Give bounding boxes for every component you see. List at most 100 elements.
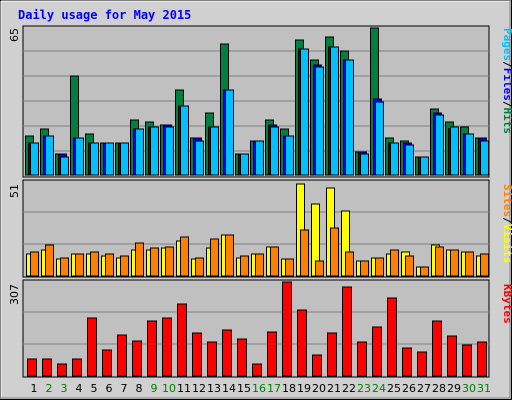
bar-pages: [300, 48, 309, 176]
bar-sites: [45, 244, 54, 277]
bar-sites: [480, 253, 489, 277]
bar-pages: [255, 140, 264, 176]
bar-kbytes: [117, 334, 127, 377]
x-tick-label: 13: [207, 382, 221, 395]
bar-kbytes: [252, 363, 262, 377]
bar-pages: [90, 142, 99, 176]
x-tick-label: 20: [312, 382, 326, 395]
legend-entry: Pages: [501, 28, 512, 61]
bar-pages: [420, 156, 429, 176]
bar-sites: [285, 258, 294, 277]
bar-kbytes: [87, 317, 97, 377]
x-tick-label: 27: [417, 382, 431, 395]
ymax-label: 51: [8, 184, 21, 198]
bar-kbytes: [447, 335, 457, 377]
bar-pages: [360, 153, 369, 176]
x-tick-label: 12: [192, 382, 206, 395]
bar-kbytes: [57, 363, 67, 377]
x-tick-label: 2: [46, 382, 53, 395]
bar-kbytes: [267, 331, 277, 377]
bar-kbytes: [72, 358, 82, 377]
x-tick-label: 21: [327, 382, 341, 395]
bar-pages: [60, 156, 69, 176]
bar-kbytes: [102, 349, 112, 377]
x-tick-label: 8: [136, 382, 143, 395]
legend-entry: Files: [501, 68, 512, 101]
bar-kbytes: [207, 341, 217, 377]
bar-pages: [135, 128, 144, 176]
bar-sites: [450, 249, 459, 277]
x-tick-label: 23: [357, 382, 371, 395]
bar-sites: [375, 257, 384, 277]
bar-sites: [390, 249, 399, 277]
x-tick-label: 28: [432, 382, 446, 395]
panel-legend: KBytes: [501, 284, 512, 324]
bar-sites: [315, 260, 324, 277]
bar-sites: [90, 251, 99, 277]
bar-pages: [210, 126, 219, 176]
bar-pages: [285, 135, 294, 176]
bar-sites: [345, 251, 354, 277]
panel-legend: Sites/Visits: [501, 184, 512, 264]
bar-pages: [315, 66, 324, 176]
x-tick-label: 30: [462, 382, 476, 395]
bars-layer: [25, 27, 489, 377]
bar-pages: [180, 105, 189, 176]
bar-kbytes: [132, 340, 142, 377]
bar-sites: [420, 266, 429, 277]
bar-kbytes: [177, 303, 187, 377]
x-tick-label: 9: [151, 382, 158, 395]
bar-pages: [150, 126, 159, 176]
x-tick-label: 31: [477, 382, 491, 395]
labels-layer: 6551307Pages/Files/HitsSites/VisitsKByte…: [8, 28, 512, 395]
bar-pages: [465, 133, 474, 176]
bar-sites: [150, 247, 159, 277]
bar-pages: [195, 140, 204, 176]
chart-title: Daily usage for May 2015: [18, 8, 191, 22]
x-tick-label: 24: [372, 382, 386, 395]
bar-kbytes: [372, 326, 382, 377]
x-tick-label: 6: [106, 382, 113, 395]
x-tick-label: 19: [297, 382, 311, 395]
bar-sites: [240, 255, 249, 277]
bar-sites: [105, 253, 114, 277]
bar-sites: [120, 255, 129, 277]
bar-sites: [330, 227, 339, 277]
bar-pages: [405, 144, 414, 176]
legend-entry: /: [501, 61, 512, 68]
legend-entry: Sites: [501, 184, 512, 217]
legend-entry: KBytes: [501, 284, 512, 324]
panel-legend: Pages/Files/Hits: [501, 28, 512, 134]
bar-sites: [60, 257, 69, 277]
bar-kbytes: [402, 347, 412, 377]
bar-sites: [225, 234, 234, 277]
bar-pages: [165, 126, 174, 176]
legend-entry: /: [501, 217, 512, 224]
bar-kbytes: [42, 358, 52, 377]
legend-entry: Hits: [501, 108, 512, 135]
bar-pages: [45, 135, 54, 176]
bar-kbytes: [462, 344, 472, 377]
x-tick-label: 29: [447, 382, 461, 395]
x-tick-label: 25: [387, 382, 401, 395]
bar-pages: [30, 142, 39, 176]
bar-pages: [450, 126, 459, 176]
bar-kbytes: [147, 320, 157, 377]
bar-kbytes: [27, 358, 37, 377]
x-tick-label: 26: [402, 382, 416, 395]
x-tick-label: 15: [237, 382, 251, 395]
x-tick-label: 17: [267, 382, 281, 395]
bar-sites: [435, 246, 444, 277]
x-tick-label: 22: [342, 382, 356, 395]
x-tick-label: 7: [121, 382, 128, 395]
bar-sites: [195, 257, 204, 277]
bar-kbytes: [387, 297, 397, 377]
bar-pages: [270, 126, 279, 176]
x-tick-label: 18: [282, 382, 296, 395]
x-tick-label: 1: [31, 382, 38, 395]
bar-kbytes: [357, 341, 367, 377]
bar-kbytes: [237, 338, 247, 377]
ymax-label: 65: [8, 28, 21, 42]
bar-sites: [405, 255, 414, 277]
bar-pages: [435, 114, 444, 176]
